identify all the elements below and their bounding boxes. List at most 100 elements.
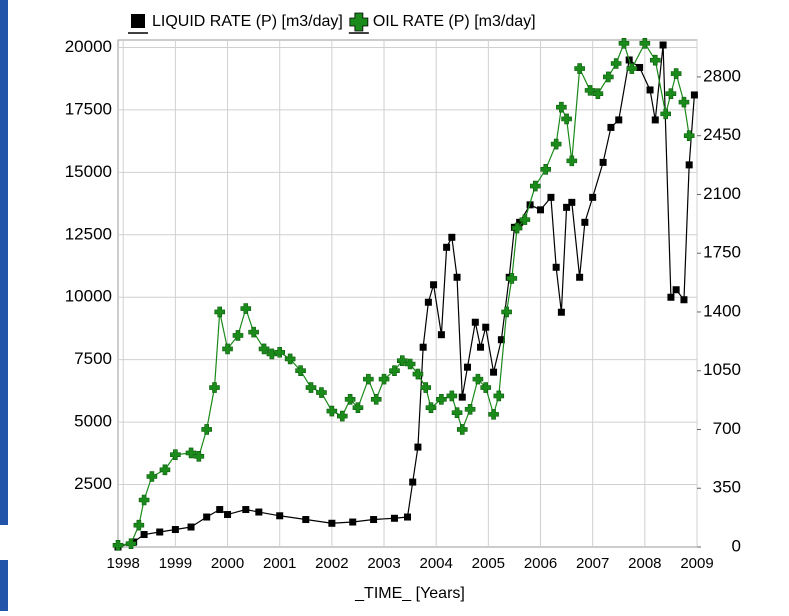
marker <box>209 382 220 393</box>
legend-label: OIL RATE (P) [m3/day] <box>373 13 536 30</box>
marker <box>436 393 447 405</box>
marker <box>561 113 572 125</box>
marker <box>437 331 445 339</box>
marker <box>326 405 338 417</box>
y-tick-label: 17500 <box>65 99 112 118</box>
marker <box>683 130 695 141</box>
marker <box>352 402 364 413</box>
marker <box>592 88 604 100</box>
marker <box>659 41 667 49</box>
marker <box>670 68 682 79</box>
x-tick-label: 2001 <box>263 555 296 572</box>
marker <box>295 365 306 377</box>
marker <box>636 63 644 71</box>
marker <box>276 512 284 520</box>
x-tick-label: 1998 <box>107 555 140 572</box>
marker <box>610 58 622 69</box>
marker <box>529 180 541 192</box>
marker <box>187 523 195 531</box>
marker <box>456 424 468 435</box>
marker <box>584 85 596 96</box>
marker <box>446 390 458 402</box>
marker <box>660 108 672 120</box>
y-tick-label: 2500 <box>74 474 112 493</box>
marker <box>626 63 638 74</box>
x-tick-label: 2005 <box>472 555 505 572</box>
marker <box>396 355 408 366</box>
marker <box>563 203 571 211</box>
y2-tick-label: 2800 <box>703 66 741 85</box>
y2-tick-label: 700 <box>713 419 741 438</box>
marker <box>603 71 614 83</box>
marker <box>451 407 463 418</box>
marker <box>471 318 479 326</box>
marker <box>589 193 597 201</box>
marker <box>568 198 576 206</box>
marker <box>649 54 661 66</box>
marker <box>409 478 417 486</box>
y2-tick-label: 0 <box>732 536 741 555</box>
y2-tick-label: 350 <box>713 478 741 497</box>
marker <box>430 281 438 289</box>
marker <box>618 38 630 49</box>
y-tick-label: 5000 <box>74 412 112 431</box>
legend-label: LIQUID RATE (P) [m3/day] <box>152 13 343 30</box>
marker <box>240 303 252 314</box>
y2-tick-label: 1050 <box>703 360 741 379</box>
marker <box>284 353 296 365</box>
marker <box>615 116 623 124</box>
marker <box>232 330 244 341</box>
marker <box>201 424 212 435</box>
marker <box>550 138 562 150</box>
x-tick-label: 2008 <box>628 555 661 572</box>
x-tick-label: 2000 <box>211 555 244 572</box>
marker <box>156 528 164 536</box>
marker <box>511 222 523 234</box>
marker <box>216 506 224 514</box>
marker <box>242 506 250 514</box>
marker <box>685 161 693 169</box>
marker <box>501 306 512 318</box>
marker <box>370 516 378 524</box>
marker <box>651 116 659 124</box>
marker <box>556 101 567 113</box>
marker <box>224 511 232 519</box>
marker <box>557 308 565 316</box>
background-strip <box>0 560 8 611</box>
marker <box>607 123 615 131</box>
marker <box>516 218 524 226</box>
marker <box>581 218 589 226</box>
marker <box>214 306 226 318</box>
x-axis-label: _TIME_ [Years] <box>354 585 465 602</box>
marker <box>552 263 560 271</box>
marker <box>646 86 654 94</box>
marker <box>344 393 356 405</box>
background-strip <box>0 0 8 525</box>
marker <box>255 508 263 516</box>
marker <box>453 273 461 281</box>
marker <box>576 273 584 281</box>
marker <box>497 336 505 344</box>
marker <box>248 326 259 338</box>
legend-marker <box>349 12 369 32</box>
marker <box>305 382 317 393</box>
y2-tick-label: 1400 <box>703 301 741 320</box>
marker <box>363 373 374 385</box>
marker <box>185 447 197 459</box>
marker <box>389 365 400 377</box>
y-tick-label: 15000 <box>65 162 112 181</box>
marker <box>680 296 688 304</box>
y2-tick-label: 2100 <box>703 184 741 203</box>
marker <box>566 155 578 167</box>
marker <box>639 38 651 49</box>
x-tick-label: 2009 <box>680 555 713 572</box>
marker <box>419 343 427 351</box>
marker <box>540 163 552 175</box>
marker <box>274 346 286 358</box>
marker <box>665 88 677 100</box>
marker <box>672 286 680 294</box>
marker <box>378 373 390 385</box>
marker <box>443 243 451 251</box>
marker <box>349 518 357 526</box>
